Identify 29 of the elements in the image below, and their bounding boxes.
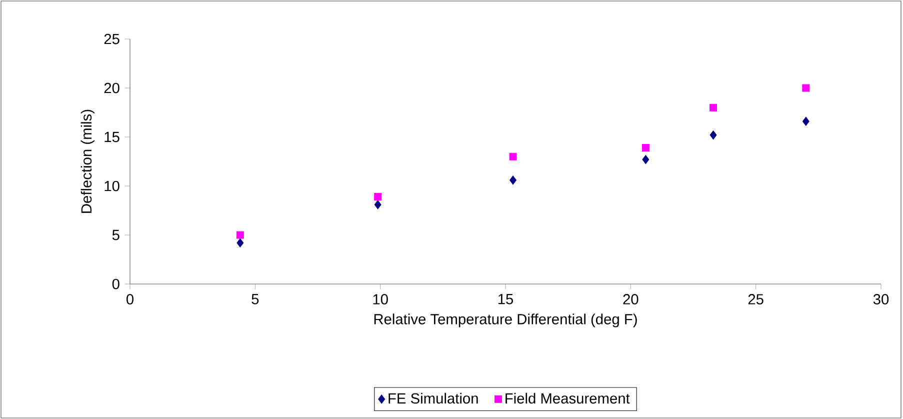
y-tick-label: 20 — [104, 82, 120, 94]
x-tick-label: 0 — [126, 294, 134, 304]
point — [236, 231, 244, 239]
point — [710, 130, 717, 140]
x-tick-label: 25 — [748, 294, 764, 304]
x-tick-label: 15 — [498, 294, 514, 304]
y-axis-title: Deflection (mils) — [80, 110, 94, 213]
point — [509, 152, 517, 160]
legend-label: Field Measurement — [506, 392, 630, 404]
x-tick-label: 5 — [252, 294, 259, 304]
point — [374, 200, 382, 210]
legend-label: FE Simulation — [388, 392, 478, 404]
x-tick-label: 10 — [373, 294, 388, 304]
x-tick-label: 20 — [623, 294, 638, 304]
point — [374, 193, 382, 201]
y-tick-label: 0 — [112, 278, 120, 290]
y-tick-label: 10 — [104, 180, 120, 192]
y-tick-label: 15 — [104, 132, 120, 142]
point — [802, 116, 810, 126]
x-axis-title: Relative Temperature Differential (deg F) — [374, 314, 637, 328]
point — [642, 155, 650, 164]
point — [642, 144, 650, 152]
point — [710, 104, 718, 112]
point — [510, 176, 516, 185]
point — [236, 238, 244, 248]
x-tick-label: 30 — [873, 294, 889, 304]
y-tick-label: 5 — [112, 230, 120, 240]
y-tick-label: 25 — [104, 34, 120, 44]
point — [802, 84, 810, 92]
